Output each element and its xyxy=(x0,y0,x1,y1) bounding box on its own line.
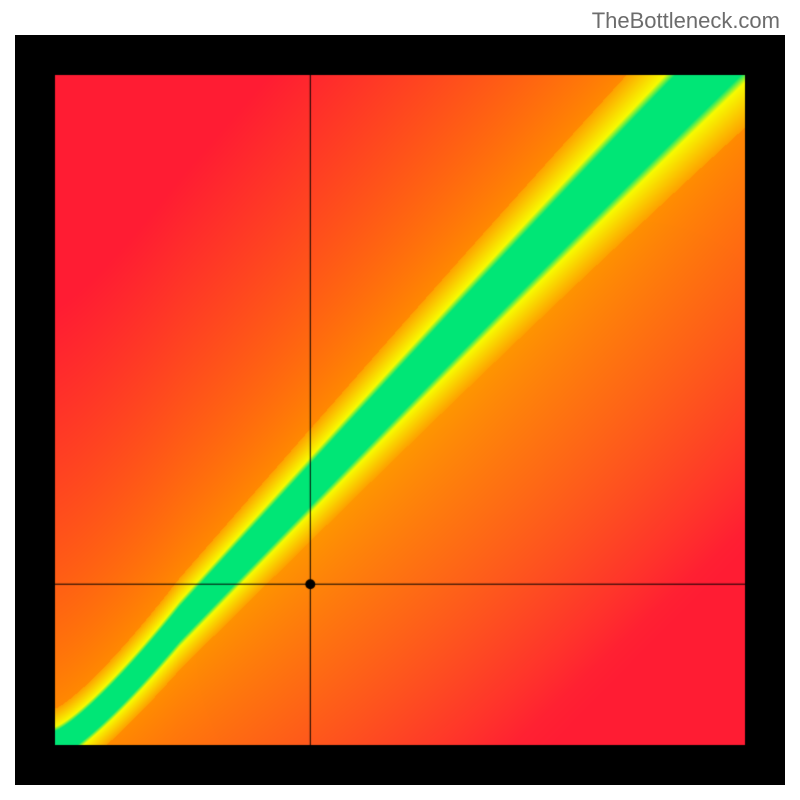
watermark-text: TheBottleneck.com xyxy=(592,8,780,34)
bottleneck-heatmap xyxy=(15,35,785,785)
